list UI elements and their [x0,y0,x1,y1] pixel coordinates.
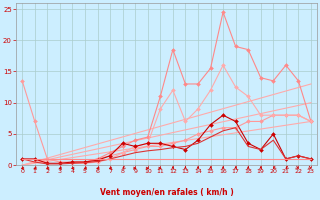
X-axis label: Vent moyen/en rafales ( km/h ): Vent moyen/en rafales ( km/h ) [100,188,234,197]
